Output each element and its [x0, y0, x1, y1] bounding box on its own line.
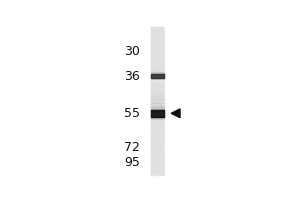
- Text: 72: 72: [124, 141, 140, 154]
- Polygon shape: [171, 109, 180, 118]
- Text: 95: 95: [124, 156, 140, 169]
- Text: 36: 36: [124, 70, 140, 83]
- Bar: [151, 27, 164, 175]
- Text: 30: 30: [124, 45, 140, 58]
- Text: 55: 55: [124, 107, 140, 120]
